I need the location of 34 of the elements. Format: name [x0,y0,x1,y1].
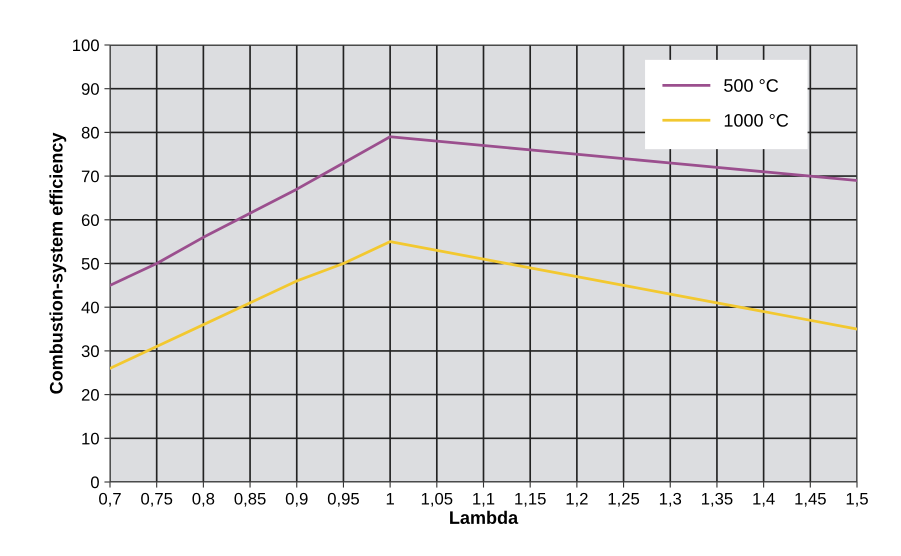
y-tick-label: 90 [82,83,99,95]
x-tick-label: 1 [386,493,394,504]
y-axis-title: Combustion-system efficiency [49,132,66,394]
y-tick-label: 0 [90,476,99,488]
legend-label: 1000 °C [724,114,788,127]
x-tick-label: 0,7 [99,492,121,507]
x-tick-label: 1,1 [473,493,494,507]
x-tick-label: 1,5 [846,493,868,507]
x-tick-label: 0,75 [141,492,172,507]
y-tick-label: 60 [82,214,99,226]
x-tick-label: 1,4 [753,493,775,507]
x-tick-label: 1,15 [515,493,546,507]
y-tick-label: 30 [82,345,99,358]
y-tick-label: 50 [82,258,99,270]
x-axis-title: Lambda [450,510,518,524]
x-tick-label: 1,3 [660,492,682,507]
y-tick-label: 100 [73,39,99,52]
legend-label: 500 °C [724,79,778,92]
x-tick-label: 0,8 [192,492,214,507]
x-tick-label: 1,45 [795,493,826,507]
x-tick-label: 1,2 [566,492,588,507]
line-series [110,240,857,370]
y-tick-label: 70 [82,170,99,182]
y-tick-label: 40 [81,302,99,314]
y-tick-label: 20 [82,389,99,401]
x-tick-label: 1,05 [422,492,452,507]
y-tick-label: 80 [82,126,99,139]
x-tick-label: 0,9 [286,492,308,507]
x-tick-label: 1,35 [702,492,732,507]
y-tick-label: 10 [82,432,99,445]
x-tick-label: 1,25 [608,492,640,507]
line-series [110,135,857,287]
x-tick-label: 0,85 [234,492,266,507]
x-tick-label: 0,95 [328,492,359,507]
